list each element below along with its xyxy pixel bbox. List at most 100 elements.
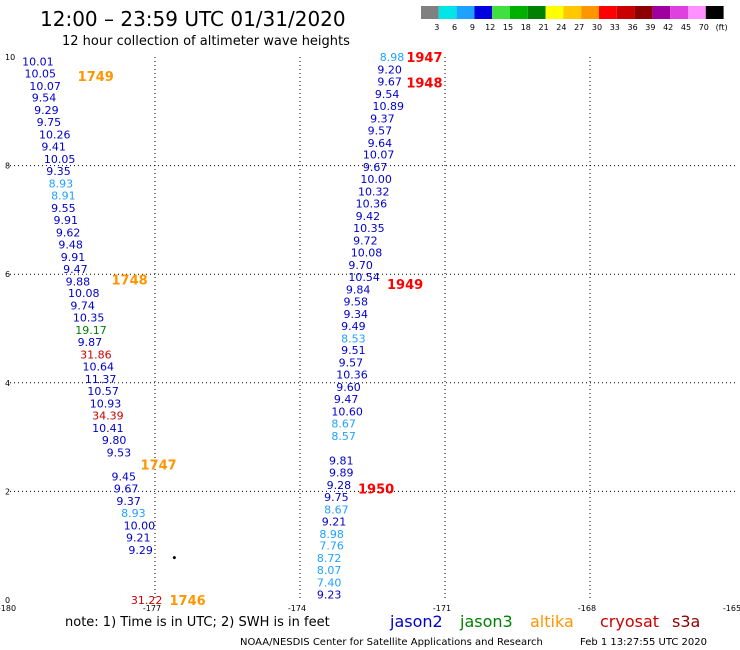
- colorbar-label: 36: [628, 23, 638, 32]
- x-tick-label: -165: [723, 604, 740, 613]
- pass-number-label: 1746: [170, 594, 206, 609]
- wave-height-label: 9.23: [317, 589, 342, 602]
- satellite-legend-s3a: s3a: [672, 612, 700, 631]
- colorbar-swatch: [581, 6, 599, 19]
- x-tick-label: -177: [143, 604, 161, 613]
- colorbar-label: (ft): [716, 23, 728, 32]
- wave-height-label: 9.67: [114, 483, 138, 496]
- colorbar-swatch: [688, 6, 706, 19]
- wave-height-label: 9.87: [78, 336, 103, 349]
- wave-height-label: 9.67: [377, 75, 402, 88]
- satellite-legend: jason2 jason3 altika cryosat s3a: [389, 612, 700, 631]
- colorbar-swatch: [438, 6, 457, 19]
- pass-number-label: 1749: [78, 70, 114, 85]
- wave-height-label: 9.37: [116, 495, 141, 508]
- wave-height-label: 7.40: [317, 577, 342, 590]
- colorbar-swatch: [670, 6, 688, 19]
- x-tick-label: -168: [578, 604, 596, 613]
- colorbar-label: 18: [521, 23, 531, 32]
- x-tick-label: -180: [0, 604, 16, 613]
- wave-height-label: 8.93: [49, 178, 74, 191]
- wave-height-label: 10.89: [373, 100, 405, 113]
- satellite-legend-jason3: jason3: [459, 612, 513, 631]
- colorbar-swatch: [527, 6, 546, 19]
- y-tick-label: 6: [5, 270, 10, 279]
- wave-height-label: 10.08: [68, 287, 100, 300]
- wave-height-label: 10.32: [358, 186, 390, 199]
- wave-height-label: 34.39: [92, 409, 124, 422]
- pass-labels: 1749 1748 1747 1746 1947 1948 1949 1950: [78, 51, 443, 609]
- wave-height-label: 10.07: [363, 149, 395, 162]
- wave-height-label: 9.51: [341, 344, 366, 357]
- wave-height-label: 9.45: [112, 471, 137, 484]
- observation-marker: [172, 556, 176, 560]
- wave-height-label: 9.37: [370, 112, 395, 125]
- wave-height-label: 10.35: [73, 312, 105, 325]
- wave-height-label: 9.91: [61, 251, 86, 264]
- colorbar-label: 27: [574, 23, 584, 32]
- colorbar-swatch: [616, 6, 635, 19]
- pass-number-label: 1947: [406, 51, 442, 66]
- colorbar-label: 3: [434, 23, 439, 32]
- wave-height-label: 9.47: [63, 263, 88, 276]
- wave-height-label: 9.34: [344, 308, 369, 321]
- pass-number-label: 1748: [112, 274, 148, 289]
- wave-height-label: 8.98: [380, 51, 405, 64]
- wave-height-label: 31.22: [131, 594, 163, 607]
- wave-height-label: 9.35: [46, 165, 71, 178]
- wave-height-label: 10.05: [25, 67, 57, 80]
- y-tick-label: 0: [5, 596, 10, 605]
- colorbar-label: 24: [556, 23, 566, 32]
- wave-height-label: 10.93: [90, 397, 122, 410]
- colorbar-swatch: [599, 6, 617, 19]
- wave-height-label: 8.72: [317, 552, 342, 565]
- wave-height-label: 10.57: [87, 385, 119, 398]
- wave-height-label: 9.57: [368, 124, 393, 137]
- pass-number-label: 1949: [387, 278, 423, 293]
- wave-height-label: 10.07: [29, 80, 61, 93]
- satellite-legend-jason2: jason2: [389, 612, 443, 631]
- wave-height-label: 9.53: [107, 446, 131, 459]
- wave-height-label: 10.64: [83, 361, 115, 374]
- pass-number-label: 1950: [358, 483, 394, 498]
- wave-height-label: 8.67: [331, 418, 356, 431]
- colorbar-label: 33: [610, 23, 620, 32]
- wave-height-label: 9.54: [32, 92, 57, 105]
- wave-height-values: 10.0110.0510.079.549.299.7510.269.4110.0…: [22, 51, 404, 607]
- wave-height-label: 10.00: [124, 520, 156, 533]
- wave-height-label: 9.20: [377, 63, 402, 76]
- wave-height-label: 10.05: [44, 153, 75, 166]
- wave-height-label: 10.54: [348, 271, 380, 284]
- wave-height-label: 10.36: [356, 198, 388, 211]
- color-scale-legend: 3 6 9 12 15 18 21 24 27 30 33 36 39 42 45 70 (ft): [421, 6, 728, 32]
- wave-height-label: 9.49: [341, 320, 366, 333]
- wave-height-label: 10.36: [336, 369, 368, 382]
- wave-height-label: 9.91: [54, 214, 79, 227]
- colorbar-label: 12: [485, 23, 495, 32]
- y-tick-label: 8: [5, 162, 10, 171]
- colorbar-label: 45: [681, 23, 691, 32]
- colorbar-swatch: [652, 6, 671, 19]
- wave-height-label: 9.75: [324, 491, 349, 504]
- wave-height-label: 8.67: [324, 503, 349, 516]
- wave-height-label: 9.88: [66, 275, 91, 288]
- credit-line: NOAA/NESDIS Center for Satellite Applica…: [240, 637, 543, 648]
- wave-height-label: 9.55: [51, 202, 75, 215]
- wave-height-label: 8.57: [331, 430, 356, 443]
- wave-height-label: 10.35: [353, 222, 385, 235]
- wave-height-label: 9.74: [70, 300, 95, 313]
- pass-number-label: 1747: [141, 458, 177, 473]
- wave-height-label: 7.76: [319, 540, 344, 553]
- footnote: note: 1) Time is in UTC; 2) SWH is in fe…: [65, 615, 330, 630]
- wave-height-label: 9.58: [344, 295, 369, 308]
- pass-number-label: 1948: [406, 77, 442, 92]
- wave-height-label: 8.91: [51, 189, 75, 202]
- colorbar-label: 42: [663, 23, 673, 32]
- wave-height-label: 9.80: [102, 434, 127, 447]
- wave-height-label: 9.72: [353, 235, 378, 248]
- wave-height-label: 9.57: [339, 357, 364, 370]
- wave-height-label: 10.26: [39, 129, 71, 142]
- wave-height-label: 10.60: [331, 406, 363, 419]
- colorbar-swatch: [456, 6, 475, 19]
